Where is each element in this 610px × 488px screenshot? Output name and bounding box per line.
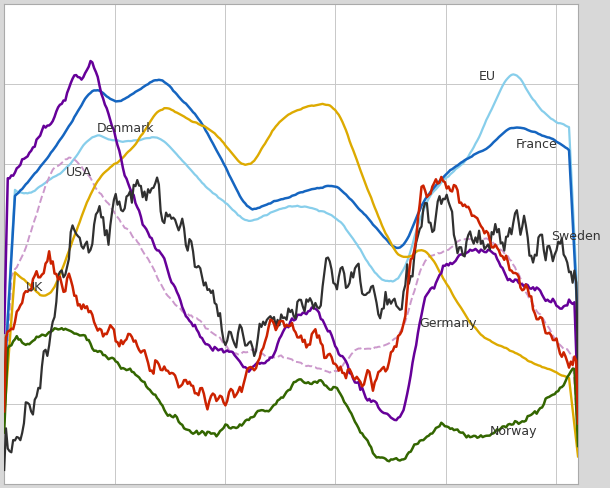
- Text: UK: UK: [26, 282, 43, 294]
- Text: France: France: [516, 138, 558, 151]
- Text: Sweden: Sweden: [551, 229, 601, 243]
- Text: Denmark: Denmark: [97, 122, 154, 135]
- Text: EU: EU: [479, 70, 496, 82]
- Text: USA: USA: [66, 165, 92, 179]
- Text: Norway: Norway: [490, 426, 537, 438]
- Text: Germany: Germany: [419, 318, 476, 330]
